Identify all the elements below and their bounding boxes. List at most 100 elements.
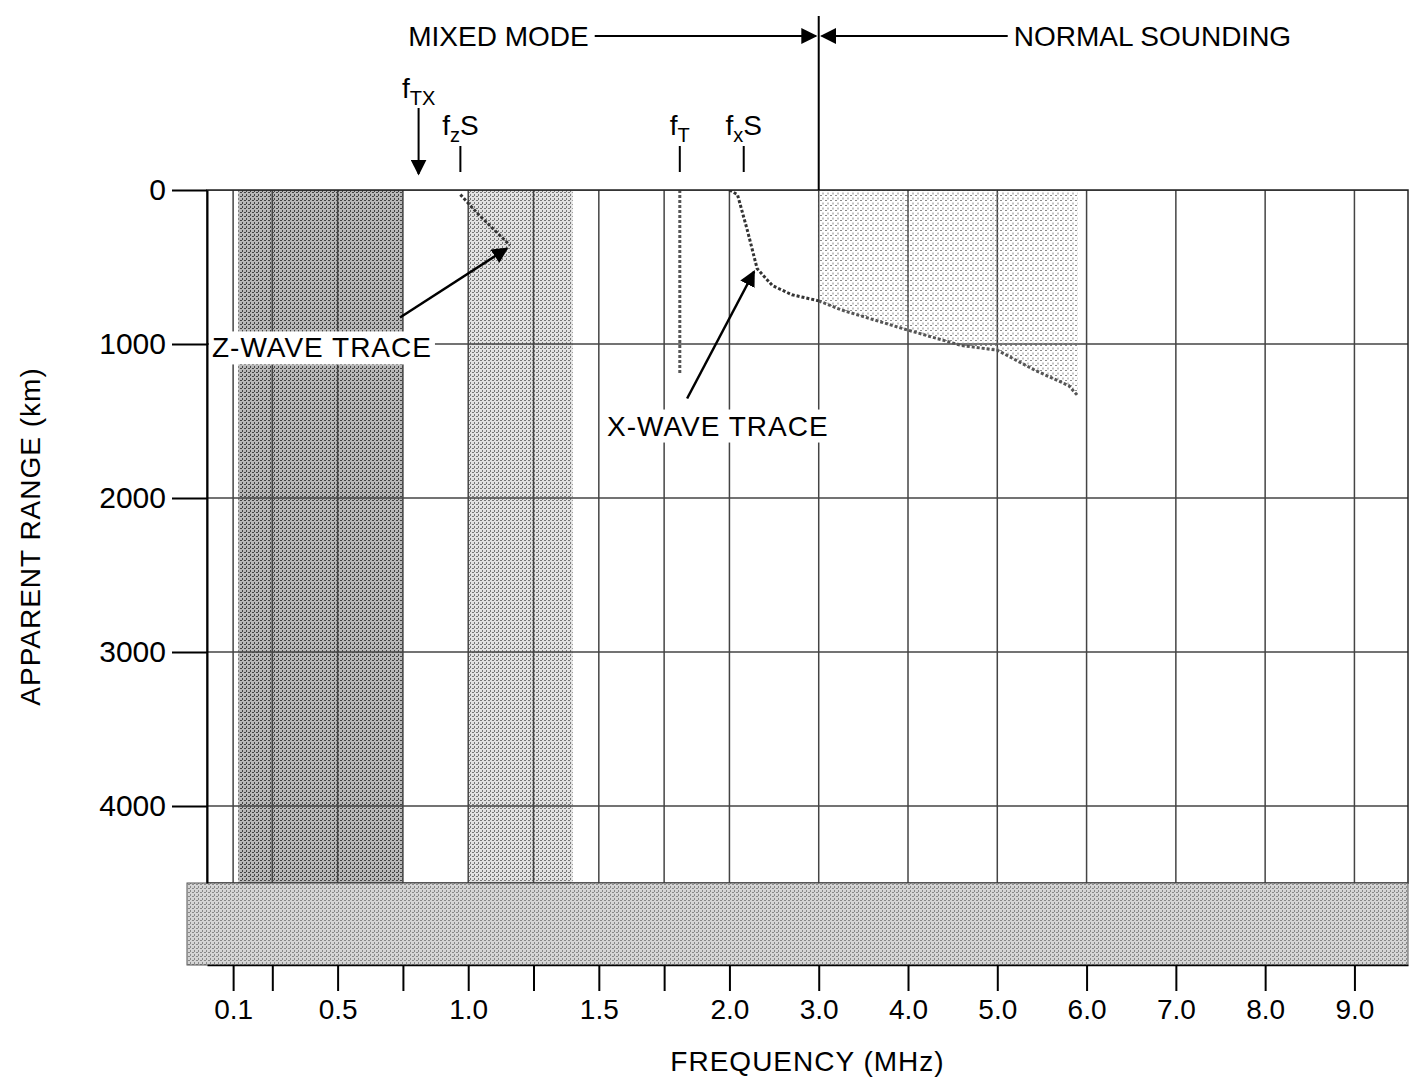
y-tick-label: 0 bbox=[149, 173, 166, 206]
x-tick-label: 0.5 bbox=[319, 994, 358, 1025]
y-tick-label: 1000 bbox=[99, 327, 166, 360]
x-tick-mark bbox=[729, 965, 731, 991]
trace-annotation: Z-WAVE TRACE bbox=[209, 248, 507, 364]
marker-sub: TX bbox=[410, 87, 436, 109]
x-axis-title: FREQUENCY (MHz) bbox=[670, 1046, 944, 1077]
x-axis-line bbox=[208, 965, 1409, 967]
grid-line-x bbox=[1175, 190, 1177, 883]
y-tick: 4000 bbox=[99, 789, 207, 822]
x-tick-label: 7.0 bbox=[1157, 994, 1196, 1025]
x-tick-label: 3.0 bbox=[800, 994, 839, 1025]
frequency-marker-label: fxS bbox=[725, 110, 761, 146]
x-tick-mark bbox=[468, 965, 470, 991]
grid-line-x bbox=[1264, 190, 1266, 883]
mode-arrow bbox=[595, 35, 816, 37]
x-tick-mark bbox=[533, 965, 535, 991]
grid-line-x bbox=[598, 190, 600, 883]
trace-area bbox=[819, 190, 1078, 396]
x-tick-mark bbox=[598, 965, 600, 991]
x-tick-label: 6.0 bbox=[1068, 994, 1107, 1025]
x-tick-label: 1.5 bbox=[580, 994, 619, 1025]
trace-label: X-WAVE TRACE bbox=[607, 411, 829, 442]
x-tick: 6.0 bbox=[1068, 965, 1107, 1025]
x-tick-mark bbox=[908, 965, 910, 991]
y-tick-mark bbox=[172, 344, 207, 346]
x-tick-label: 5.0 bbox=[978, 994, 1017, 1025]
marker-sub: T bbox=[678, 124, 690, 146]
x-tick: 5.0 bbox=[978, 965, 1017, 1025]
chart-svg: 010002000300040000.10.51.01.52.03.04.05.… bbox=[0, 0, 1425, 1086]
grid-line-x bbox=[272, 190, 274, 883]
label-backdrop bbox=[209, 331, 435, 364]
x-tick-mark bbox=[272, 965, 274, 991]
chart-root: 010002000300040000.10.51.01.52.03.04.05.… bbox=[0, 0, 1425, 1086]
x-tick-mark bbox=[818, 965, 820, 991]
x-tick-label: 2.0 bbox=[710, 994, 749, 1025]
frequency-marker-tick bbox=[679, 146, 681, 172]
annotations: MIXED MODENORMAL SOUNDINGfTXfzSfTfxSZ-WA… bbox=[209, 16, 1291, 443]
trace-label: Z-WAVE TRACE bbox=[212, 332, 432, 363]
trace-line bbox=[678, 190, 681, 375]
x-tick bbox=[272, 965, 273, 991]
grid-line-x bbox=[533, 190, 535, 883]
y-tick-label: 4000 bbox=[99, 789, 166, 822]
x-tick: 2.0 bbox=[710, 965, 749, 1025]
x-tick-label: 1.0 bbox=[449, 994, 488, 1025]
x-tick-mark bbox=[1175, 965, 1177, 991]
x-tick-label: 9.0 bbox=[1335, 994, 1374, 1025]
mode-arrow bbox=[822, 35, 1008, 37]
y-tick-mark bbox=[172, 190, 207, 192]
x-tick-mark bbox=[1265, 965, 1267, 991]
plot-frame bbox=[207, 190, 1408, 883]
trace-arrow bbox=[687, 272, 754, 399]
x-tick: 0.5 bbox=[319, 965, 358, 1025]
x-tick: 4.0 bbox=[889, 965, 928, 1025]
noise-band bbox=[238, 190, 403, 883]
grid bbox=[207, 190, 1408, 883]
y-axis-title: APPARENT RANGE (km) bbox=[15, 367, 46, 705]
y-tick: 1000 bbox=[99, 327, 207, 360]
frequency-marker-label: fT bbox=[670, 110, 690, 146]
grid-line-x bbox=[1354, 190, 1356, 883]
grid-line-y bbox=[207, 805, 1408, 807]
mode-label: MIXED MODE bbox=[408, 21, 588, 52]
grid-line-x bbox=[729, 190, 731, 883]
x-tick-mark bbox=[1086, 965, 1088, 991]
y-tick-mark bbox=[172, 652, 207, 654]
frequency-marker-tick bbox=[743, 146, 745, 172]
mode-divider bbox=[818, 16, 820, 190]
marker-sub: x bbox=[733, 124, 743, 146]
trace-line bbox=[460, 195, 510, 246]
x-tick-label: 8.0 bbox=[1246, 994, 1285, 1025]
marker-tail: S bbox=[743, 110, 762, 141]
y-axis: 01000200030004000 bbox=[99, 173, 207, 883]
trace-line bbox=[729, 190, 818, 301]
x-tick: 3.0 bbox=[800, 965, 839, 1025]
plot-area bbox=[207, 190, 1408, 883]
y-tick-mark bbox=[172, 498, 207, 500]
x-tick-mark bbox=[337, 965, 339, 991]
x-tick-mark bbox=[233, 965, 235, 991]
y-tick-mark bbox=[172, 806, 207, 808]
grid-line-x bbox=[402, 190, 404, 883]
x-tick: 8.0 bbox=[1246, 965, 1285, 1025]
x-tick: 1.0 bbox=[449, 965, 488, 1025]
y-tick: 0 bbox=[149, 173, 207, 206]
noise-band bbox=[468, 190, 572, 883]
frequency-marker-label: fTX bbox=[402, 73, 435, 109]
grid-line-x bbox=[232, 190, 234, 883]
x-tick-mark bbox=[1354, 965, 1356, 991]
y-tick: 3000 bbox=[99, 635, 207, 668]
x-tick-label: 4.0 bbox=[889, 994, 928, 1025]
x-tick bbox=[534, 965, 535, 991]
grid-line-x bbox=[337, 190, 339, 883]
grid-line-x bbox=[1086, 190, 1088, 883]
x-axis: 0.10.51.01.52.03.04.05.06.07.08.09.0 bbox=[208, 965, 1409, 1025]
grid-line-y bbox=[207, 497, 1408, 499]
frequency-marker-tick bbox=[459, 146, 461, 172]
frequency-marker-label: fzS bbox=[442, 110, 478, 146]
x-tick: 9.0 bbox=[1335, 965, 1374, 1025]
x-tick: 7.0 bbox=[1157, 965, 1196, 1025]
grid-line-x bbox=[663, 190, 665, 883]
grid-line-y bbox=[207, 651, 1408, 653]
